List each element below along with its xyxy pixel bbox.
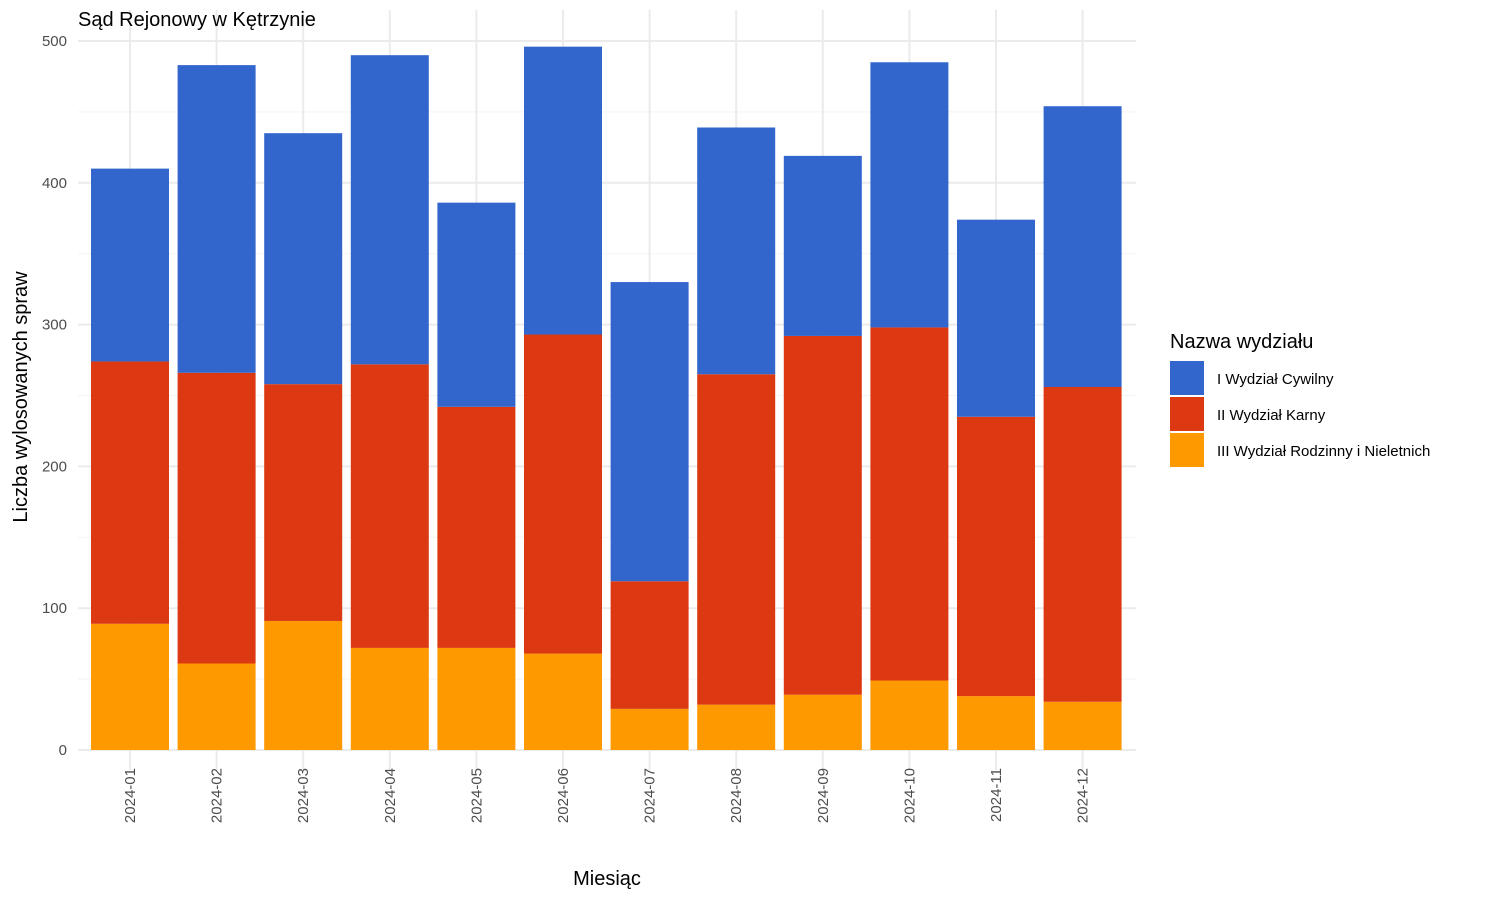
x-tick-label: 2024-02: [209, 768, 226, 823]
legend-title: Nazwa wydziału: [1170, 331, 1313, 353]
bar-segment: [957, 696, 1035, 750]
bar-segment: [610, 282, 689, 582]
y-tick-label: 400: [42, 175, 67, 192]
y-tick-label: 0: [59, 742, 67, 759]
bar-segment: [783, 155, 862, 336]
bar-segment: [870, 62, 949, 328]
x-tick-label: 2024-08: [728, 768, 745, 823]
y-tick-label: 100: [42, 600, 67, 617]
bar-segment: [177, 65, 256, 373]
x-tick-label: 2024-04: [382, 768, 399, 823]
bar-segment: [610, 708, 689, 750]
x-tick-label: 2024-10: [901, 768, 918, 823]
bar-segment: [437, 647, 516, 750]
bar-segment: [264, 384, 343, 621]
bar-segment: [957, 219, 1035, 417]
x-tick-label: 2024-01: [122, 768, 139, 823]
bar-segment: [697, 704, 776, 750]
bar-segment: [610, 581, 689, 709]
bar-segment: [350, 364, 429, 648]
bar-segment: [264, 133, 343, 385]
legend: Nazwa wydziału I Wydział Cywilny II Wydzi…: [1170, 331, 1430, 467]
bar-segment: [524, 46, 602, 335]
x-tick-label: 2024-06: [555, 768, 572, 823]
bar-segment: [870, 680, 949, 750]
legend-key: [1170, 361, 1204, 395]
chart-title: Sąd Rejonowy w Kętrzynie: [78, 9, 316, 31]
bar-segment: [437, 406, 516, 648]
bar-segment: [783, 694, 862, 750]
x-axis-ticks: 2024-01 2024-02 2024-03 2024-04 2024-05 2024-…: [122, 768, 1092, 823]
legend-key: [1170, 397, 1204, 431]
x-tick-label: 2024-11: [988, 768, 1005, 822]
x-tick-label: 2024-03: [295, 768, 312, 823]
bar-segment: [1043, 106, 1122, 387]
bars: [91, 46, 1122, 750]
legend-key: [1170, 433, 1204, 467]
bar-segment: [91, 168, 169, 362]
bar-segment: [264, 620, 343, 750]
bar-segment: [177, 663, 256, 750]
bar-segment: [350, 647, 429, 750]
y-axis-ticks: 0 100 200 300 400 500: [42, 33, 67, 759]
bar-segment: [783, 335, 862, 695]
legend-label: I Wydział Cywilny: [1217, 371, 1334, 388]
bar-segment: [177, 372, 256, 664]
y-tick-label: 500: [42, 33, 67, 50]
bar-segment: [697, 374, 776, 705]
x-tick-label: 2024-12: [1075, 768, 1092, 823]
x-tick-label: 2024-05: [468, 768, 485, 823]
bar-segment: [524, 653, 602, 750]
bar-segment: [870, 327, 949, 681]
x-tick-label: 2024-07: [642, 768, 659, 823]
bar-segment: [1043, 701, 1122, 750]
bar-segment: [91, 361, 169, 624]
legend-label: III Wydział Rodzinny i Nieletnich: [1217, 443, 1430, 460]
x-axis-title: Miesiąc: [573, 868, 641, 890]
bar-segment: [697, 127, 776, 375]
legend-label: II Wydział Karny: [1217, 407, 1326, 424]
bar-segment: [1043, 386, 1122, 702]
bar-segment: [524, 334, 602, 654]
bar-segment: [437, 202, 516, 407]
y-axis-title: Liczba wylosowanych spraw: [10, 271, 32, 523]
bar-segment: [91, 623, 169, 750]
y-tick-label: 200: [42, 458, 67, 475]
bar-segment: [957, 416, 1035, 697]
x-tick-label: 2024-09: [815, 768, 832, 823]
y-tick-label: 300: [42, 317, 67, 334]
bar-segment: [350, 55, 429, 365]
